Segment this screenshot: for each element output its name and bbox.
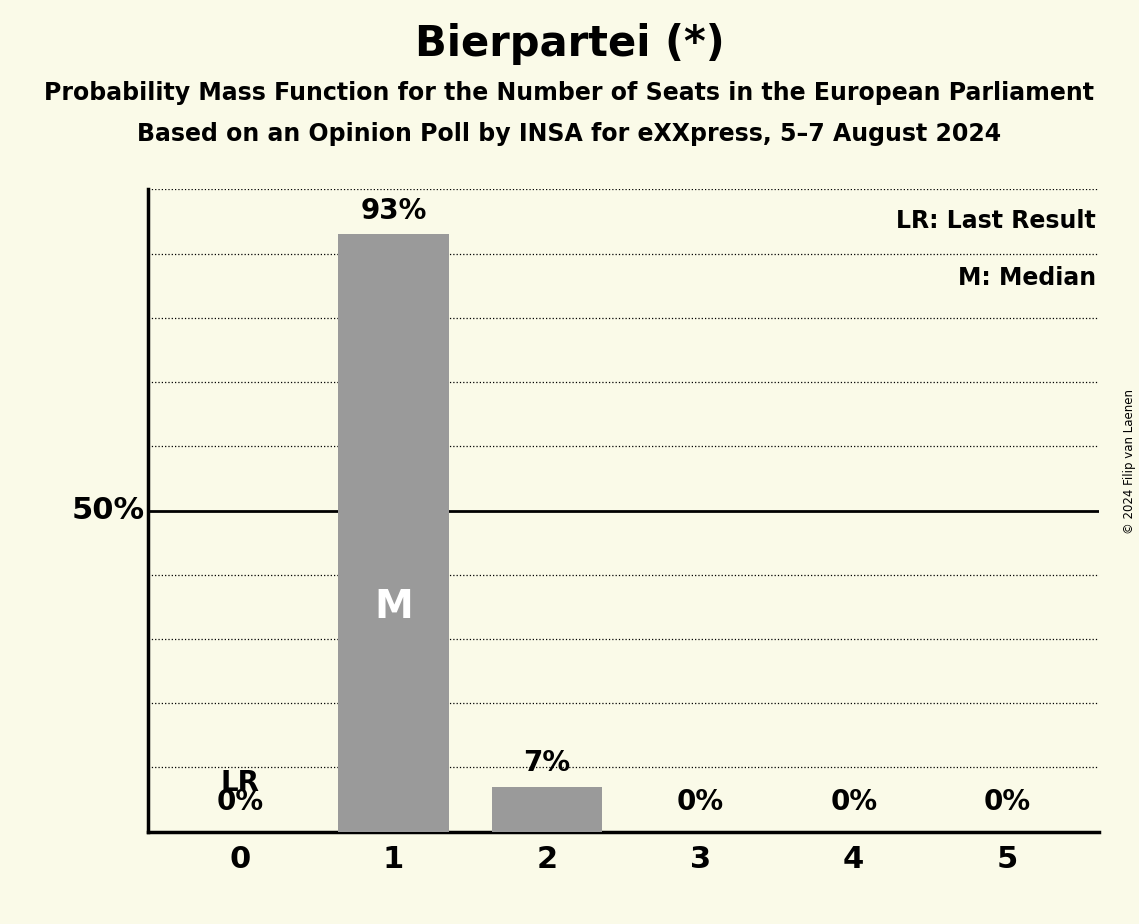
Bar <box>492 786 603 832</box>
Text: M: Median: M: Median <box>958 266 1096 290</box>
Text: 7%: 7% <box>523 749 571 777</box>
Text: Bierpartei (*): Bierpartei (*) <box>415 23 724 65</box>
Text: 0%: 0% <box>216 787 263 816</box>
Text: LR: Last Result: LR: Last Result <box>896 209 1096 233</box>
Text: M: M <box>374 588 412 626</box>
Text: LR: LR <box>221 770 260 797</box>
Text: 93%: 93% <box>360 197 427 225</box>
Text: Based on an Opinion Poll by INSA for eXXpress, 5–7 August 2024: Based on an Opinion Poll by INSA for eXX… <box>138 122 1001 146</box>
Text: 50%: 50% <box>72 496 145 525</box>
Text: 0%: 0% <box>984 787 1031 816</box>
Text: 0%: 0% <box>830 787 877 816</box>
Text: 0%: 0% <box>677 787 724 816</box>
Text: © 2024 Filip van Laenen: © 2024 Filip van Laenen <box>1123 390 1137 534</box>
Text: Probability Mass Function for the Number of Seats in the European Parliament: Probability Mass Function for the Number… <box>44 81 1095 105</box>
Bar <box>338 235 449 832</box>
